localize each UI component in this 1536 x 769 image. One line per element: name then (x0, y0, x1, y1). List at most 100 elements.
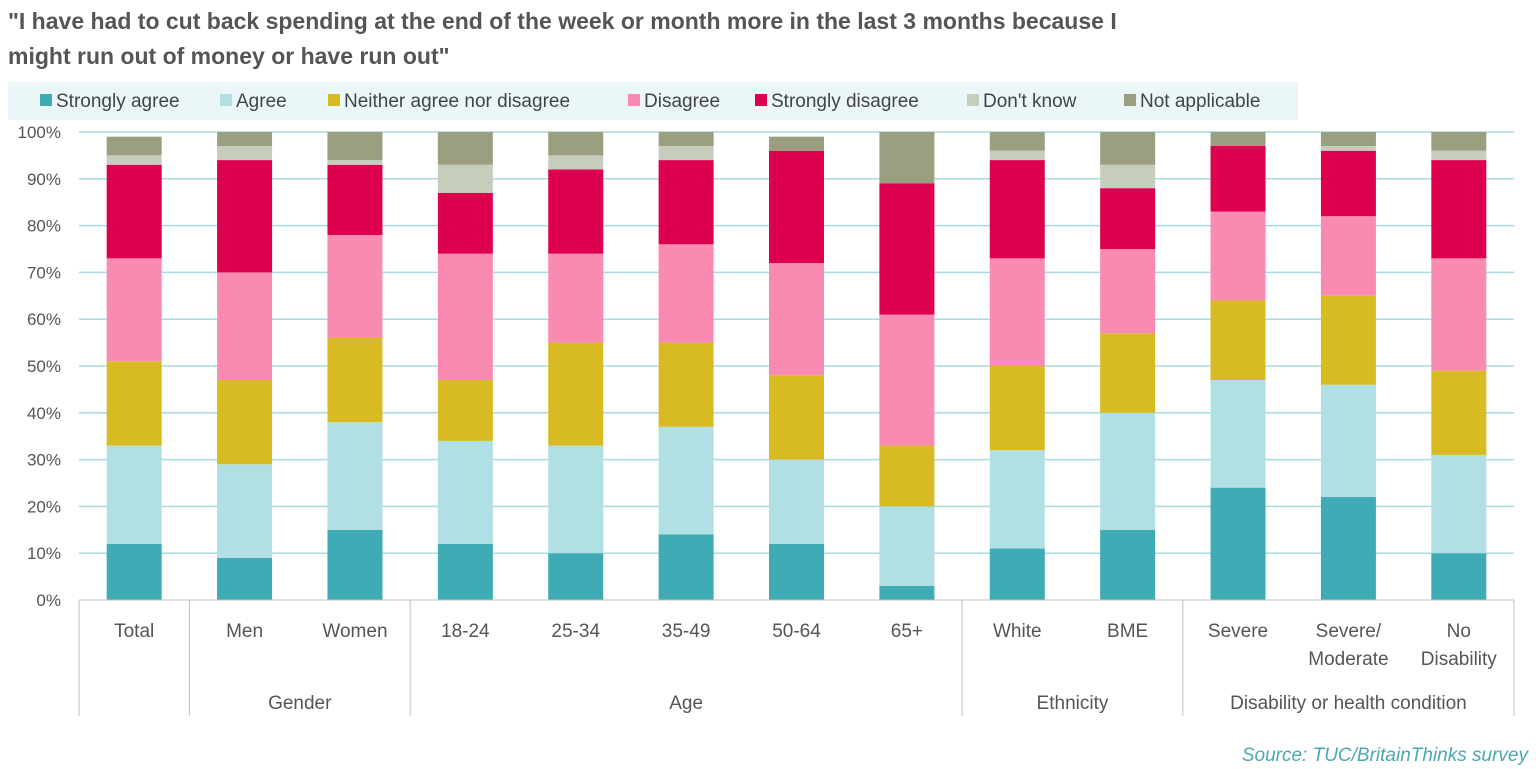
y-tick-label-1: 10% (27, 544, 61, 563)
bar-segment-12-3 (1431, 258, 1487, 371)
bar-segment-3-4 (437, 192, 493, 254)
bar-segment-2-0 (327, 529, 383, 600)
bar-segment-6-2 (769, 375, 824, 460)
bar-segment-8-0 (989, 548, 1045, 600)
bar-segment-9-1 (1100, 412, 1156, 530)
x-category-label-5: 35-49 (662, 621, 711, 642)
bar-segment-5-3 (658, 244, 714, 343)
bar-segment-2-6 (327, 132, 383, 161)
legend-swatch-2 (328, 94, 340, 106)
bar-segment-3-1 (437, 440, 493, 544)
bar-segment-4-6 (548, 132, 604, 156)
bar-segment-6-0 (769, 543, 824, 600)
legend-swatch-3 (628, 94, 640, 106)
x-category-label-11-line-1: Moderate (1308, 649, 1388, 670)
bar-segment-2-4 (327, 164, 383, 235)
bar-segment-10-1 (1210, 380, 1266, 488)
x-category-label-7: 65+ (891, 621, 923, 642)
bar-segment-2-1 (327, 422, 383, 530)
bar-segment-0-1 (106, 445, 162, 544)
legend-swatch-4 (755, 94, 767, 106)
chart-title: "I have had to cut back spending at the … (8, 4, 1408, 74)
bar-segment-11-0 (1320, 497, 1376, 600)
bar-segment-6-3 (769, 263, 824, 376)
bar-segment-7-2 (879, 445, 935, 507)
x-category-label-11-line-0: Severe/ (1316, 621, 1382, 642)
bar-segment-2-5 (327, 160, 383, 165)
bar-segment-3-3 (437, 253, 493, 381)
bar-segment-12-6 (1431, 132, 1487, 151)
bar-segment-8-1 (989, 450, 1045, 549)
bar-segment-3-5 (437, 164, 493, 193)
x-group-label-1: Gender (268, 693, 332, 714)
legend-label-5: Don't know (983, 91, 1077, 112)
bar-segment-5-5 (658, 146, 714, 161)
bar-segment-9-0 (1100, 529, 1156, 600)
x-group-label-3: Ethnicity (1037, 693, 1109, 714)
bar-segment-11-2 (1320, 295, 1376, 385)
bar-segment-4-1 (548, 445, 604, 554)
x-category-label-12-line-0: No (1447, 621, 1471, 642)
bar-segment-0-4 (106, 164, 162, 259)
y-tick-label-6: 60% (27, 310, 61, 329)
bar-segment-4-2 (548, 342, 604, 446)
bar-segment-0-2 (106, 361, 162, 446)
y-tick-label-0: 0% (36, 591, 61, 610)
chart-title-line-1: "I have had to cut back spending at the … (8, 8, 1117, 34)
bar-segment-7-0 (879, 585, 935, 600)
bar-segment-11-5 (1320, 146, 1376, 151)
bar-segment-7-6 (879, 132, 935, 184)
bar-segment-9-2 (1100, 333, 1156, 413)
bar-segment-8-5 (989, 150, 1045, 161)
bar-segment-10-2 (1210, 300, 1266, 381)
x-category-label-12-line-1: Disability (1421, 649, 1498, 670)
bar-segment-11-3 (1320, 216, 1376, 296)
bar-segment-1-6 (217, 132, 273, 147)
y-tick-label-3: 30% (27, 451, 61, 470)
legend-label-2: Neither agree nor disagree (344, 91, 570, 112)
bar-segment-5-0 (658, 534, 714, 600)
x-group-label-2: Age (669, 693, 703, 714)
bar-segment-12-0 (1431, 553, 1487, 600)
legend: Strongly agree Agree Neither agree nor dis… (40, 91, 1260, 112)
bar-segment-10-6 (1210, 132, 1266, 147)
legend-label-6: Not applicable (1140, 91, 1260, 112)
bar-segment-11-6 (1320, 132, 1376, 147)
axes: Total Men Women 18-24 25-34 35-49 50-64 65+ Whit… (78, 599, 1515, 716)
bar-segment-10-3 (1210, 211, 1266, 301)
y-tick-label-7: 70% (27, 263, 61, 282)
bar-segment-6-6 (769, 136, 824, 151)
legend-swatch-6 (1124, 94, 1136, 106)
y-tick-label-4: 40% (27, 404, 61, 423)
bar-segment-1-1 (217, 464, 273, 558)
bar-segment-11-1 (1320, 384, 1376, 498)
y-tick-label-9: 90% (27, 170, 61, 189)
bar-segment-8-2 (989, 366, 1045, 451)
legend-label-3: Disagree (644, 91, 720, 112)
bar-segment-9-6 (1100, 132, 1156, 165)
x-category-label-9: BME (1107, 621, 1148, 642)
x-category-label-1: Men (226, 621, 263, 642)
bar-segment-3-2 (437, 380, 493, 441)
x-category-label-3: 18-24 (441, 621, 490, 642)
x-category-label-6: 50-64 (772, 621, 821, 642)
bar-segment-10-4 (1210, 146, 1266, 212)
legend-label-1: Agree (236, 91, 287, 112)
bar-segment-12-4 (1431, 160, 1487, 259)
bar-segment-4-4 (548, 169, 604, 254)
bar-segment-1-3 (217, 272, 273, 381)
legend-swatch-0 (40, 94, 52, 106)
bar-segment-5-4 (658, 160, 714, 245)
bar-segment-12-1 (1431, 454, 1487, 554)
bar-segment-11-4 (1320, 150, 1376, 217)
bar-segment-8-3 (989, 258, 1045, 366)
bar-segment-2-2 (327, 337, 383, 423)
bar-segment-2-3 (327, 234, 383, 338)
bar-segment-12-5 (1431, 150, 1487, 161)
y-tick-label-8: 80% (27, 217, 61, 236)
legend-swatch-5 (967, 94, 979, 106)
bar-segment-4-5 (548, 155, 604, 170)
bar-segment-8-4 (989, 160, 1045, 259)
bar-segment-10-0 (1210, 487, 1266, 600)
